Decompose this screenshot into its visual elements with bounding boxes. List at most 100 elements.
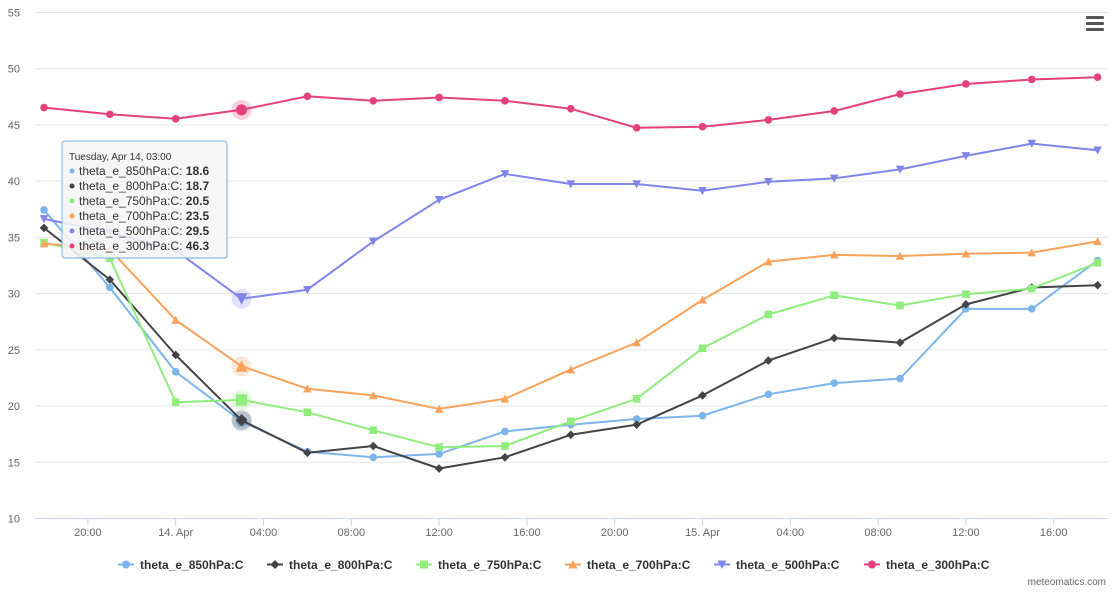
data-point <box>368 441 378 451</box>
legend-symbol <box>868 560 876 569</box>
data-point <box>171 368 180 376</box>
hamburger-menu-icon[interactable] <box>1084 13 1106 35</box>
legend-symbol <box>270 560 280 569</box>
legend-item-1[interactable]: theta_e_800hPa:C <box>267 558 393 572</box>
data-point <box>40 103 48 112</box>
y-tick-label: 45 <box>8 120 20 132</box>
legend-item-4[interactable]: theta_e_500hPa:C <box>714 558 840 572</box>
data-point <box>303 408 312 417</box>
data-point <box>961 249 971 258</box>
y-tick-label: 50 <box>8 64 20 76</box>
data-point <box>106 110 114 119</box>
data-point <box>171 115 180 123</box>
data-point <box>1027 248 1037 257</box>
legend-item-5[interactable]: theta_e_300hPa:C <box>864 558 990 572</box>
data-point <box>235 360 248 372</box>
data-point <box>369 97 378 105</box>
data-point <box>764 177 773 187</box>
credits-link[interactable]: meteomatics.com <box>1027 577 1106 588</box>
data-point <box>895 338 905 347</box>
data-point <box>829 333 839 343</box>
tooltip-bullet <box>69 183 75 189</box>
data-point <box>764 390 773 399</box>
data-point <box>1027 305 1036 313</box>
plot-series <box>39 73 1102 473</box>
data-point <box>434 404 444 413</box>
data-point <box>39 239 49 248</box>
data-point <box>962 80 970 88</box>
tooltip-label: theta_e_300hPa:C: <box>79 239 186 253</box>
tooltip-box <box>61 140 228 259</box>
data-point <box>303 448 312 458</box>
data-point <box>171 315 180 324</box>
data-point <box>764 116 773 124</box>
y-tick-label: 30 <box>8 289 20 301</box>
series-3 <box>39 237 1102 413</box>
data-point <box>632 338 641 347</box>
x-tick-label: 16:00 <box>1040 527 1068 539</box>
legend-item-0[interactable]: theta_e_850hPa:C <box>118 558 244 572</box>
x-tick-label: 04:00 <box>250 527 278 539</box>
data-point <box>1027 75 1036 84</box>
legend: theta_e_850hPa:C theta_e_800hPa:C theta_e_… <box>118 558 990 572</box>
data-point <box>632 180 641 189</box>
data-point <box>501 427 509 436</box>
data-point <box>235 414 248 427</box>
data-point <box>303 285 312 295</box>
x-tick-label: 20:00 <box>74 527 102 539</box>
data-point <box>39 223 49 233</box>
data-point <box>368 237 378 246</box>
data-point <box>39 215 49 224</box>
x-tick-label: 04:00 <box>777 527 805 539</box>
legend-item-3[interactable]: theta_e_700hPa:C <box>565 558 691 572</box>
data-point <box>829 250 839 259</box>
legend-symbol <box>717 560 727 569</box>
data-point <box>961 152 971 161</box>
legend-label: theta_e_700hPa:C <box>587 558 691 572</box>
legend-label: theta_e_800hPa:C <box>289 558 393 572</box>
y-tick-label: 35 <box>8 232 20 244</box>
y-tick-label: 55 <box>8 8 20 20</box>
data-point <box>764 257 773 266</box>
tooltip-label: theta_e_850hPa:C: <box>79 164 186 178</box>
data-point <box>698 411 707 420</box>
data-point <box>1027 284 1036 293</box>
tooltip-bullet <box>69 213 75 219</box>
data-point <box>895 165 905 174</box>
tooltip: Tuesday, Apr 14, 03:00theta_e_850hPa:C: … <box>61 140 228 259</box>
data-point <box>698 391 707 400</box>
x-tick-label: 14. Apr <box>158 527 193 539</box>
tooltip-row: theta_e_850hPa:C: 18.6 <box>79 164 209 178</box>
series-2 <box>40 238 1102 451</box>
tooltip-value: 46.3 <box>186 239 210 253</box>
data-point <box>500 170 510 179</box>
data-point <box>896 90 904 98</box>
data-point <box>829 174 839 183</box>
data-point <box>698 186 707 196</box>
tooltip-label: theta_e_700hPa:C: <box>79 209 186 223</box>
data-point <box>1093 280 1102 290</box>
data-point <box>830 291 838 300</box>
data-point <box>764 310 773 319</box>
data-point <box>435 93 443 102</box>
data-point <box>1093 73 1102 82</box>
x-tick-label: 12:00 <box>425 527 453 539</box>
legend-label: theta_e_750hPa:C <box>438 558 542 572</box>
data-point <box>501 442 509 450</box>
x-tick-label: 20:00 <box>601 527 629 539</box>
y-tick-label: 15 <box>8 457 20 469</box>
y-tick-label: 40 <box>8 176 20 188</box>
legend-label: theta_e_300hPa:C <box>886 558 990 572</box>
data-point <box>632 415 641 423</box>
legend-label: theta_e_500hPa:C <box>736 558 840 572</box>
tooltip-row: theta_e_500hPa:C: 29.5 <box>79 224 209 238</box>
legend-item-2[interactable]: theta_e_750hPa:C <box>416 558 542 572</box>
series-5 <box>40 73 1102 132</box>
y-tick-label: 25 <box>8 345 20 357</box>
tooltip-value: 18.6 <box>186 164 210 178</box>
data-point <box>106 283 114 292</box>
data-point <box>896 374 904 383</box>
data-point <box>962 305 970 313</box>
x-tick-label: 15. Apr <box>685 527 720 539</box>
